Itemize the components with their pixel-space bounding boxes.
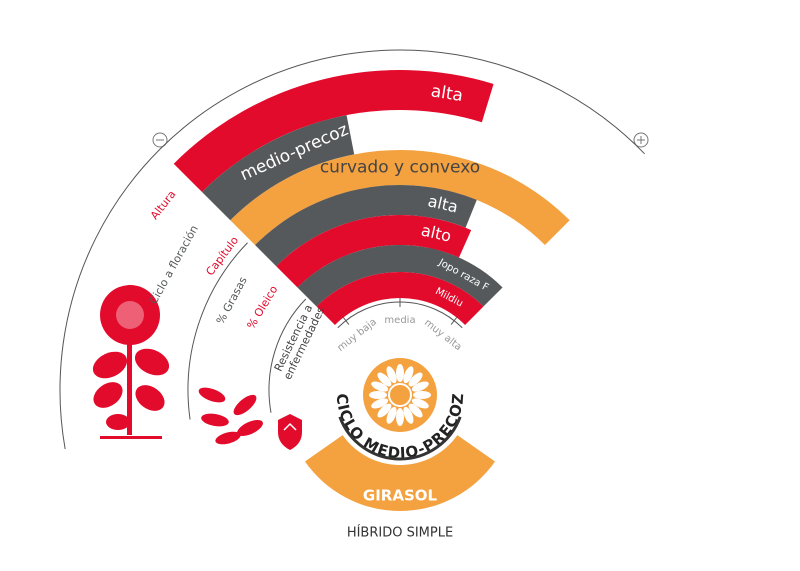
emblem-petal (413, 391, 431, 399)
emblem-petal (403, 406, 414, 424)
shield-mark (283, 422, 297, 431)
scale-tick (342, 317, 350, 325)
cycle-underline (338, 416, 462, 461)
scale-label: media (384, 315, 415, 326)
guide-arc (59, 49, 645, 450)
attribute-bar (316, 272, 484, 325)
scale-label: muy baja (335, 317, 378, 354)
attribute-label: % Grasas (214, 274, 250, 326)
guide-arc (268, 298, 307, 413)
guide-arc (187, 242, 248, 420)
emblem-petal (371, 398, 389, 409)
emblem-petal (396, 408, 404, 426)
emblem-petal (369, 391, 387, 399)
hybrid-text: HÍBRIDO SIMPLE (347, 525, 453, 541)
emblem-petal (377, 372, 392, 387)
attribute-label: % Oleico (244, 283, 280, 331)
attribute-bar (255, 184, 477, 267)
emblem-petal (411, 381, 429, 392)
seeds-icon (198, 387, 263, 445)
emblem-petal (386, 366, 397, 384)
emblem-petal (411, 398, 429, 409)
attribute-value: alta (429, 81, 464, 106)
emblem-petal (408, 372, 423, 387)
plus-icon (633, 132, 649, 148)
minus-icon (152, 132, 168, 148)
emblem-petal (403, 366, 414, 384)
attribute-bar (297, 245, 503, 307)
crop-text: GIRASOL (363, 487, 438, 505)
emblem-petal (396, 364, 404, 382)
attribute-bar (276, 215, 472, 288)
emblem-petal (371, 381, 389, 392)
emblem-petal (386, 406, 397, 424)
attribute-label: Ciclo a floración (147, 223, 201, 306)
attribute-label: Altura (148, 188, 179, 222)
attribute-bar (202, 115, 355, 221)
shield-icon (278, 414, 302, 450)
crop-band (304, 435, 496, 512)
emblem-petal (408, 403, 423, 418)
plant-icon (92, 285, 170, 439)
attribute-bar (230, 150, 570, 246)
emblem-petal (377, 403, 392, 418)
attribute-value: curvado y convexo (320, 158, 480, 178)
attribute-bar (173, 70, 494, 193)
emblem-core (388, 383, 412, 407)
scale-tick (450, 317, 458, 325)
